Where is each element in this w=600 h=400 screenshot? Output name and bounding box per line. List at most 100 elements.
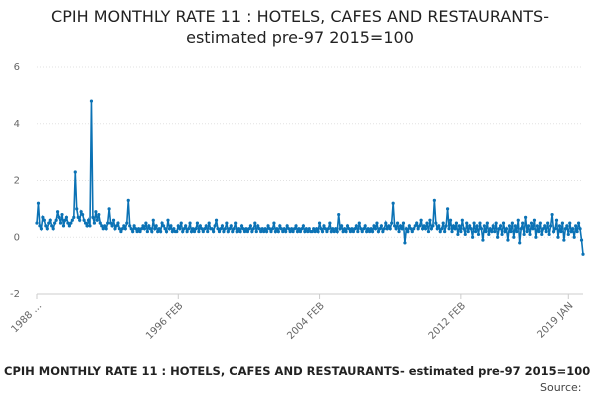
data-point xyxy=(463,232,467,237)
data-point xyxy=(310,229,314,234)
data-point xyxy=(522,232,526,237)
data-point xyxy=(269,229,273,234)
data-point xyxy=(387,224,391,228)
data-point xyxy=(320,229,325,234)
data-point xyxy=(63,218,67,222)
data-point xyxy=(340,224,344,228)
data-point xyxy=(254,229,258,234)
data-point xyxy=(64,215,69,219)
data-point xyxy=(281,229,285,234)
x-tick-label: 2019 JAN xyxy=(535,300,575,340)
data-point xyxy=(519,227,523,231)
data-point xyxy=(278,224,282,228)
data-point xyxy=(319,227,323,231)
data-point xyxy=(419,218,423,222)
data-point xyxy=(528,232,532,237)
data-point xyxy=(128,224,132,228)
data-point xyxy=(559,229,563,234)
data-point xyxy=(503,229,507,234)
data-point xyxy=(220,224,225,228)
data-point xyxy=(120,227,124,231)
data-point xyxy=(451,224,456,228)
data-point xyxy=(316,229,320,234)
data-point xyxy=(476,232,481,237)
data-point xyxy=(38,224,42,228)
data-point xyxy=(576,221,581,225)
data-point xyxy=(538,221,542,225)
data-point xyxy=(525,229,529,234)
data-point xyxy=(83,221,88,225)
data-point xyxy=(444,224,448,228)
data-point xyxy=(342,227,347,231)
data-point xyxy=(473,229,478,234)
data-point xyxy=(61,224,66,228)
data-point xyxy=(270,227,275,231)
data-point xyxy=(562,238,566,242)
data-point xyxy=(47,221,51,225)
data-point xyxy=(39,227,44,231)
data-point xyxy=(144,221,148,225)
data-point xyxy=(518,241,522,245)
data-point xyxy=(138,229,142,234)
data-point xyxy=(507,224,512,228)
data-point xyxy=(406,229,410,234)
data-point xyxy=(557,224,562,228)
chart-title: CPIH MONTHLY RATE 11 : HOTELS, CAFES AND… xyxy=(51,7,549,47)
x-tick-label: 1996 FEB xyxy=(144,300,186,342)
data-point xyxy=(111,218,116,222)
data-point xyxy=(376,229,381,234)
data-point xyxy=(239,224,244,228)
data-point xyxy=(529,221,534,225)
data-point xyxy=(197,229,201,234)
data-point xyxy=(423,227,428,231)
data-point xyxy=(95,218,99,222)
data-point xyxy=(323,227,328,231)
data-point xyxy=(369,227,373,231)
data-point xyxy=(195,221,200,225)
data-point xyxy=(295,229,300,234)
data-point xyxy=(235,229,239,234)
data-point xyxy=(216,227,220,231)
data-point xyxy=(131,229,135,234)
data-point xyxy=(426,229,431,234)
data-point xyxy=(322,224,326,228)
data-point xyxy=(434,221,438,225)
data-point xyxy=(565,224,569,228)
data-point xyxy=(164,229,169,234)
data-point xyxy=(156,229,160,234)
data-point xyxy=(228,227,232,231)
data-point xyxy=(484,229,488,234)
data-point xyxy=(429,227,434,231)
data-point xyxy=(381,229,385,234)
data-point xyxy=(185,229,189,234)
data-point xyxy=(478,221,482,225)
data-point xyxy=(51,227,55,231)
data-point xyxy=(184,224,188,228)
data-point xyxy=(578,227,582,231)
data-point xyxy=(566,232,570,237)
data-point xyxy=(167,227,172,231)
data-point xyxy=(245,229,250,234)
data-point xyxy=(163,227,167,231)
data-point xyxy=(176,224,180,228)
data-point xyxy=(150,229,154,234)
data-point xyxy=(60,212,64,217)
source: Source: xyxy=(540,381,582,394)
data-point xyxy=(54,218,58,222)
data-point xyxy=(493,229,497,234)
data-point xyxy=(154,224,158,228)
data-point xyxy=(78,218,82,222)
data-point xyxy=(186,227,191,231)
data-point xyxy=(129,227,133,231)
data-point xyxy=(232,227,236,231)
data-point xyxy=(219,227,223,231)
data-point xyxy=(500,232,504,237)
data-point xyxy=(513,224,517,228)
data-point xyxy=(388,227,392,231)
data-point xyxy=(126,198,130,202)
data-point xyxy=(534,235,538,239)
data-point xyxy=(42,218,46,222)
data-point xyxy=(353,227,357,231)
data-point xyxy=(200,227,204,231)
